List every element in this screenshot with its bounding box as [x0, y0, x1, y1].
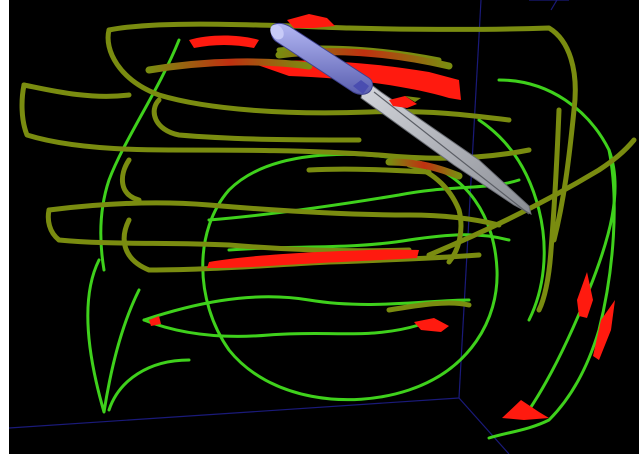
trajectory-red-near-instrument — [389, 96, 417, 108]
bounding-box — [9, 0, 569, 454]
trajectory-olive-near-instrument — [405, 96, 421, 102]
instrument[interactable] — [267, 22, 532, 215]
3d-viewport[interactable] — [9, 0, 639, 454]
instrument-handle[interactable] — [270, 22, 373, 95]
instrument-handle-cap — [270, 24, 284, 40]
scene-canvas[interactable] — [9, 0, 639, 454]
trajectory-thin-green — [86, 38, 617, 440]
instrument-joint — [353, 80, 369, 94]
instrument-blade[interactable] — [360, 79, 532, 215]
